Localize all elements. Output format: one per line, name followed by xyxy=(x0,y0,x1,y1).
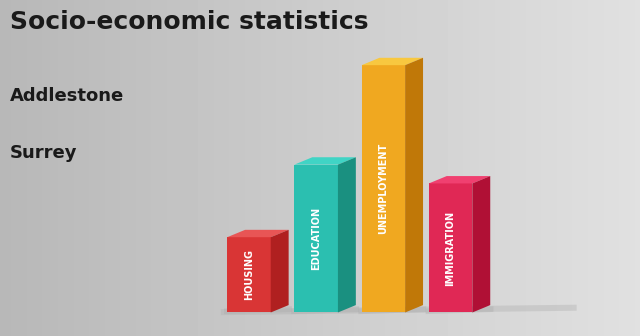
Polygon shape xyxy=(429,183,472,312)
Polygon shape xyxy=(221,305,577,315)
Polygon shape xyxy=(358,306,426,314)
Text: HOUSING: HOUSING xyxy=(244,249,254,300)
Polygon shape xyxy=(294,157,356,165)
Text: IMMIGRATION: IMMIGRATION xyxy=(445,210,456,286)
Polygon shape xyxy=(227,230,289,237)
Polygon shape xyxy=(227,237,271,312)
Text: Surrey: Surrey xyxy=(10,144,77,163)
Polygon shape xyxy=(429,176,490,183)
Text: Addlestone: Addlestone xyxy=(10,87,124,106)
Text: EDUCATION: EDUCATION xyxy=(311,207,321,270)
Polygon shape xyxy=(338,157,356,312)
Polygon shape xyxy=(362,65,405,312)
Polygon shape xyxy=(224,306,292,314)
Polygon shape xyxy=(291,306,359,314)
Polygon shape xyxy=(426,306,493,314)
Text: UNEMPLOYMENT: UNEMPLOYMENT xyxy=(378,143,388,235)
Polygon shape xyxy=(405,58,423,312)
Polygon shape xyxy=(362,58,423,65)
Text: Socio-economic statistics: Socio-economic statistics xyxy=(10,10,368,34)
Polygon shape xyxy=(294,165,338,312)
Polygon shape xyxy=(472,176,490,312)
Polygon shape xyxy=(271,230,289,312)
